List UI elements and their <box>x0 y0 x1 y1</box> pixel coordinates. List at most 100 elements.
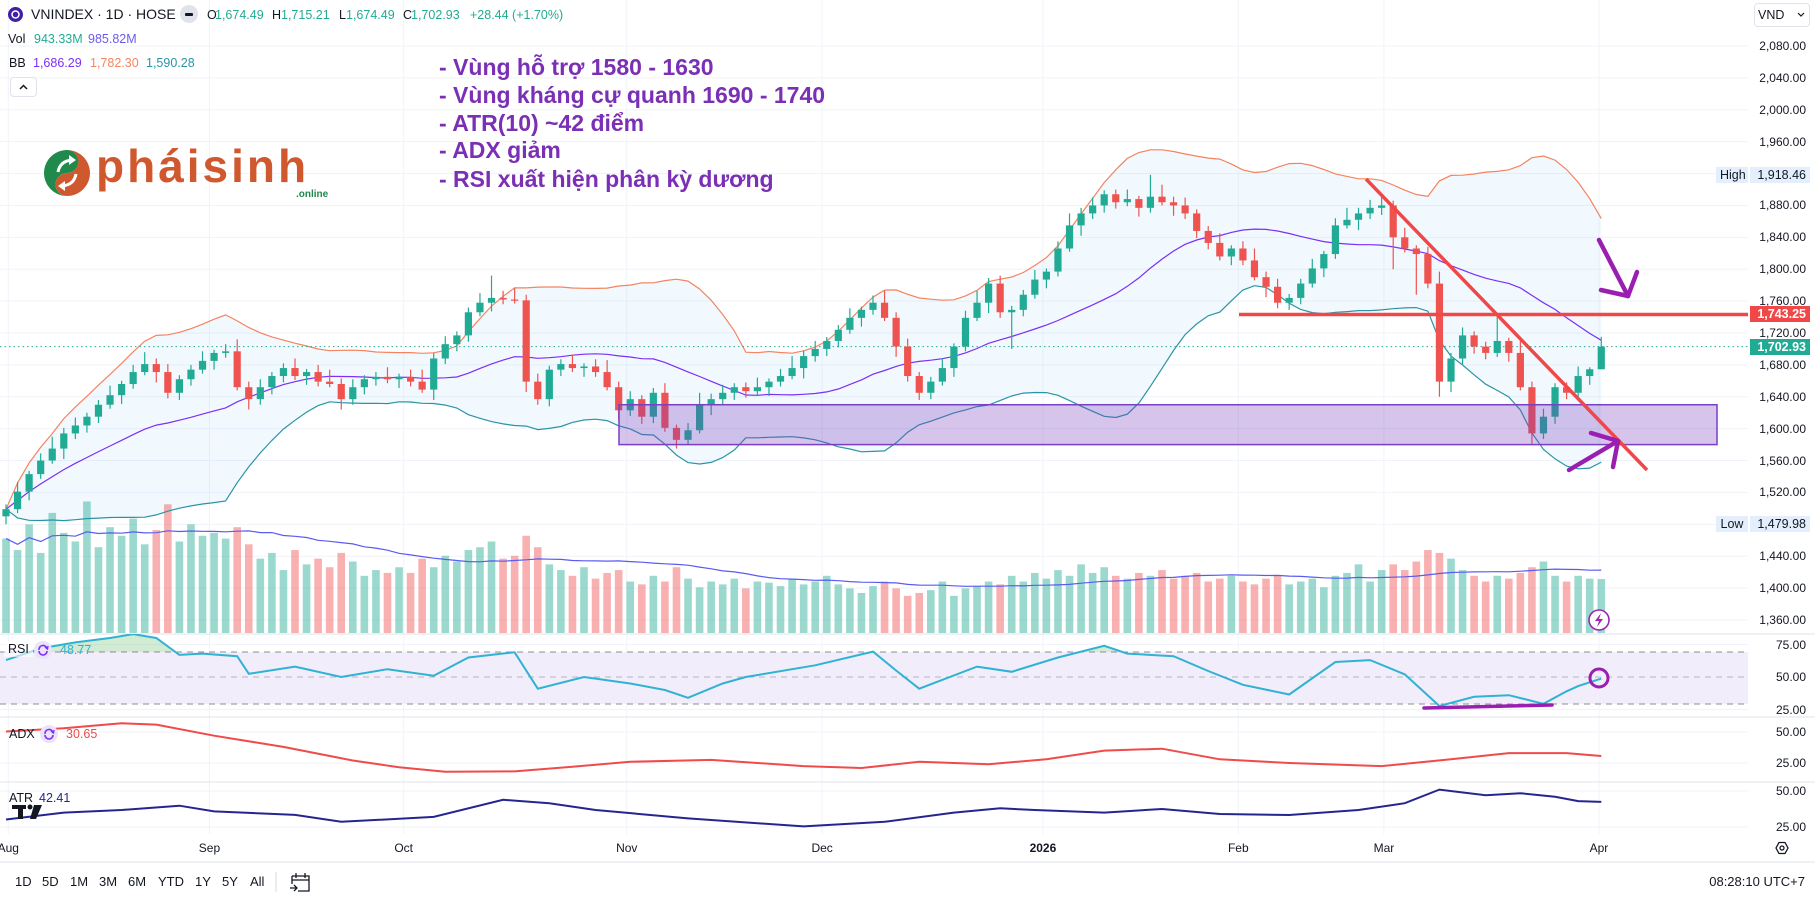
collapse-legend-button[interactable] <box>10 77 37 97</box>
candle <box>499 290 507 305</box>
candle <box>60 427 68 459</box>
range-button-5y[interactable]: 5Y <box>222 874 238 889</box>
candle <box>892 312 900 357</box>
bb-lower-line <box>5 285 1602 522</box>
candle <box>1181 197 1189 219</box>
candle <box>996 275 1004 318</box>
volume-bar <box>279 570 288 633</box>
candle-body <box>511 299 519 301</box>
volume-bar <box>1088 572 1097 633</box>
atr-line <box>5 788 1602 828</box>
annotation-line-resistance[interactable]: - Vùng kháng cự quanh 1690 - 1740 <box>439 82 826 108</box>
candle <box>811 340 819 362</box>
volume-bar <box>961 588 970 633</box>
candle-body <box>1112 194 1120 203</box>
rsi-divergence-line[interactable] <box>1422 703 1554 710</box>
candle <box>1551 383 1559 424</box>
clock-timezone[interactable]: 08:28:10 UTC+7 <box>1709 874 1805 889</box>
candle <box>464 307 472 342</box>
volume-bar <box>256 558 265 633</box>
adx-refresh-icon[interactable] <box>40 725 58 743</box>
candle <box>1528 381 1536 444</box>
candle <box>1539 408 1548 440</box>
range-button-1d[interactable]: 1D <box>15 874 32 889</box>
candle <box>973 290 981 322</box>
volume-bar <box>1065 575 1074 633</box>
candle-body <box>672 427 681 440</box>
range-button-3m[interactable]: 3M <box>99 874 118 889</box>
candle-body <box>996 283 1004 313</box>
adx-legend-label[interactable]: ADX <box>9 727 35 741</box>
rsi-legend[interactable]: RSI <box>4 641 33 657</box>
candle <box>1262 271 1270 298</box>
candle <box>1574 366 1582 397</box>
bb-legend-label[interactable]: BB <box>9 56 26 70</box>
annotation-line-atr[interactable]: - ATR(10) ~42 điểm <box>439 110 645 136</box>
downtrend-line[interactable] <box>1364 177 1649 472</box>
candle <box>25 470 33 501</box>
candle <box>800 350 808 379</box>
lightning-icon[interactable] <box>1588 609 1610 631</box>
volume-bar <box>1493 575 1502 633</box>
candle-body <box>233 351 241 388</box>
symbol-title[interactable]: VNINDEX · 1D · HOSE <box>31 6 176 22</box>
volume-bar <box>129 518 137 633</box>
candle-body <box>557 364 565 370</box>
currency-dropdown[interactable]: VND <box>1754 3 1810 27</box>
low-badge-value: 1,479.98 <box>1750 516 1810 533</box>
volume-legend-label[interactable]: Vol <box>8 32 26 46</box>
rsi-highlight-circle[interactable] <box>1588 667 1610 689</box>
volume-bar <box>140 544 149 633</box>
bb-basis-value: 1,686.29 <box>33 56 82 70</box>
volume-bar <box>1169 578 1178 633</box>
candle <box>1435 271 1444 397</box>
candle-body <box>60 433 68 449</box>
candle-body <box>1482 346 1490 353</box>
candle-body <box>141 364 149 373</box>
candle <box>326 369 334 388</box>
price-tick-label: 1,400.00 <box>1759 581 1806 596</box>
candle-body <box>37 460 45 475</box>
candle <box>487 275 496 312</box>
volume-bar <box>337 552 346 633</box>
range-button-ytd[interactable]: YTD <box>158 874 184 889</box>
arrow-up-icon[interactable] <box>1566 430 1621 473</box>
annotation-line-support[interactable]: - Vùng hỗ trợ 1580 - 1630 <box>439 54 714 80</box>
calendar-goto-icon[interactable] <box>275 872 310 892</box>
range-button-1m[interactable]: 1M <box>70 874 89 889</box>
candle <box>1089 197 1097 219</box>
price-tick-label: 1,880.00 <box>1759 198 1806 213</box>
volume-bar <box>1458 570 1467 633</box>
range-button-1y[interactable]: 1Y <box>195 874 211 889</box>
candle <box>430 352 438 400</box>
atr-legend-label[interactable]: ATR <box>9 791 34 805</box>
range-button-all[interactable]: All <box>250 874 265 889</box>
change-value: +28.44 (+1.70%) <box>470 8 564 22</box>
annotation-line-rsi[interactable]: - RSI xuất hiện phân kỳ dương <box>439 166 774 192</box>
arrow-down-icon[interactable] <box>1596 237 1640 299</box>
volume-bar <box>1366 581 1374 633</box>
adx-legend-value: 30.65 <box>66 727 98 741</box>
bollinger-band-fill <box>6 149 1602 521</box>
candle <box>129 364 137 389</box>
price-tick-label: 1,840.00 <box>1759 230 1806 245</box>
settings-icon[interactable] <box>1775 841 1789 855</box>
range-button-6m[interactable]: 6M <box>128 874 147 889</box>
annotation-line-adx[interactable]: - ADX giảm <box>439 137 561 163</box>
volume-bar <box>175 541 184 633</box>
price-tick-label: 1,720.00 <box>1759 325 1806 340</box>
hide-legend-button[interactable] <box>180 5 198 23</box>
volume-bar <box>984 581 993 633</box>
volume-bar <box>1331 575 1340 633</box>
support-zone-rectangle[interactable] <box>618 403 1718 446</box>
volume-value: 943.33M <box>34 32 83 46</box>
candle-body <box>1042 271 1050 280</box>
candle-body <box>1366 207 1374 214</box>
volume-bar <box>927 590 935 633</box>
time-label-mar: Mar <box>1373 841 1395 855</box>
range-button-5d[interactable]: 5D <box>42 874 59 889</box>
candle <box>372 372 380 386</box>
rsi-refresh-icon[interactable] <box>34 641 52 659</box>
candle <box>1054 241 1062 277</box>
